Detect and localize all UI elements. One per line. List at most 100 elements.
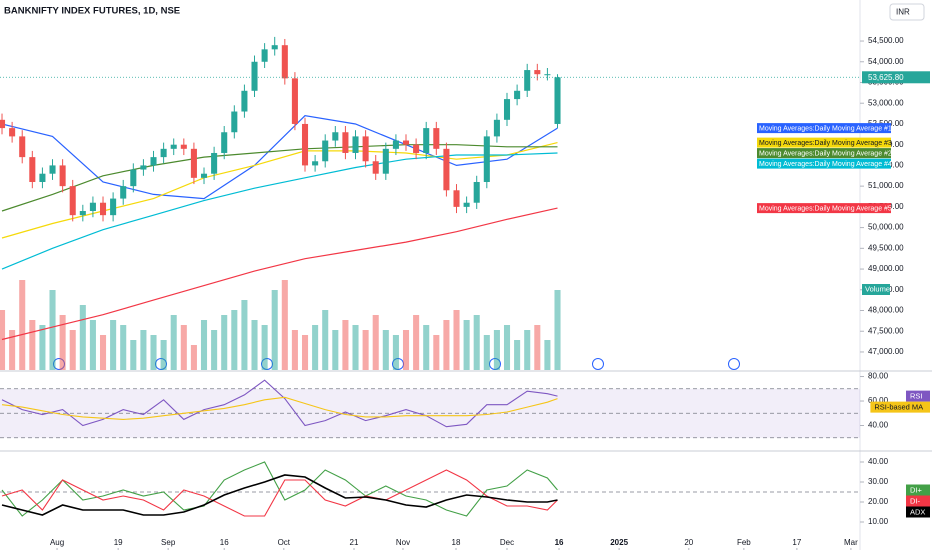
volume-bar: [322, 310, 329, 370]
volume-bar: [301, 335, 309, 370]
candle-body: [332, 132, 339, 141]
x-tick-label: 21: [350, 538, 359, 547]
y-tick-label: 10.00: [868, 517, 889, 526]
series-line: [1, 144, 558, 212]
x-tick-label: Feb: [737, 538, 751, 547]
volume-bar: [110, 320, 117, 370]
volume-bar: [291, 330, 298, 370]
event-icon[interactable]: [592, 358, 604, 370]
candle-body: [402, 140, 410, 145]
last-price-box: [862, 71, 930, 84]
ma-legend-box: [757, 203, 891, 214]
candle-body: [110, 198, 117, 216]
candle-body: [231, 111, 238, 133]
y-tick-label: 51,000.00: [868, 181, 904, 190]
candle-body: [0, 119, 6, 129]
volume-bar: [372, 315, 379, 370]
volume-bar: [150, 335, 157, 370]
event-icon[interactable]: [728, 358, 740, 370]
candle-body: [372, 161, 379, 174]
candle-body: [514, 90, 521, 100]
volume-bar: [514, 340, 521, 370]
currency-box[interactable]: [889, 3, 925, 21]
volume-bar: [79, 305, 86, 370]
x-tick-label: 16: [555, 538, 564, 547]
series-line: [1, 474, 558, 516]
x-tick-label: Sep: [161, 538, 176, 547]
x-tick-label: 2025: [610, 538, 628, 547]
y-tick-label: 20.00: [868, 497, 889, 506]
candle-body: [544, 74, 551, 76]
candle-body: [312, 161, 319, 166]
marks: 47,000.0047,500.0048,000.0048,500.0049,0…: [0, 36, 930, 550]
candle-body: [291, 78, 298, 124]
volume-bar: [332, 330, 339, 370]
volume-bar: [120, 325, 127, 370]
candle-body: [69, 186, 76, 216]
candle-body: [89, 202, 96, 212]
y-tick-label: 47,500.00: [868, 326, 904, 335]
volume-bar: [99, 335, 107, 370]
series-line: [1, 379, 558, 428]
x-tick-label: 17: [792, 538, 801, 547]
ma-legend-label: Moving Averages:Daily Moving Average #2: [759, 150, 892, 157]
axis-tag-label: DI-: [910, 496, 921, 505]
volume-bar: [221, 315, 228, 370]
y-tick-label: 40.00: [868, 421, 889, 430]
volume-tag: [862, 284, 890, 295]
candle-body: [120, 186, 127, 199]
y-tick-label: 54,000.00: [868, 57, 904, 66]
volume-bar: [160, 340, 167, 370]
volume-bar: [9, 330, 16, 370]
candle-body: [241, 90, 248, 112]
candle-body: [463, 202, 470, 207]
volume-bar: [130, 340, 137, 370]
volume-bar: [433, 335, 440, 370]
volume-bar: [362, 330, 369, 370]
volume-bar: [0, 310, 6, 370]
candle-body: [382, 148, 389, 174]
volume-bar: [180, 325, 187, 370]
volume-bar: [231, 310, 238, 370]
volume-bar: [190, 345, 197, 370]
candle-body: [221, 132, 228, 153]
candle-body: [160, 148, 167, 158]
y-tick-label: 40.00: [868, 457, 889, 466]
ma-legend-box: [757, 158, 891, 169]
volume-bar: [271, 290, 278, 370]
volume-bar: [413, 315, 420, 370]
volume-bar: [463, 320, 470, 370]
axis-tag-label: DI+: [910, 485, 923, 494]
candle-body: [170, 144, 177, 149]
candle-body: [423, 128, 430, 153]
ma-legend-label: Moving Averages:Daily Moving Average #4: [759, 161, 892, 168]
x-tick-label: Oct: [278, 538, 291, 547]
y-tick-label: 80.00: [868, 372, 889, 381]
currency[interactable]: INR: [896, 8, 910, 17]
candle-body: [534, 70, 541, 75]
volume-bar: [241, 300, 248, 370]
axis-tag: [906, 484, 930, 496]
axis-tag-label: RSI: [910, 392, 923, 401]
ma-legend-box: [757, 148, 891, 159]
y-tick-label: 54,500.00: [868, 36, 904, 45]
volume-bar: [352, 325, 359, 370]
ma-legend-box: [757, 137, 891, 148]
volume-bar: [443, 320, 450, 370]
x-tick-label: Nov: [396, 538, 410, 547]
candle-body: [473, 181, 480, 203]
candle-body: [392, 140, 399, 149]
candle-body: [261, 49, 268, 62]
axis-tag-label: RSI-based MA: [874, 403, 923, 412]
volume-bar: [59, 315, 66, 370]
volume-bar: [89, 320, 96, 370]
volume-bar: [200, 320, 208, 370]
candle-body: [49, 165, 56, 174]
candle-body: [413, 144, 420, 153]
volume-bar: [69, 330, 76, 370]
volume-bar: [39, 325, 46, 370]
candle-body: [271, 45, 278, 50]
ma-legend-label: Moving Averages:Daily Moving Average #1: [759, 125, 892, 132]
volume-bar: [503, 325, 511, 370]
